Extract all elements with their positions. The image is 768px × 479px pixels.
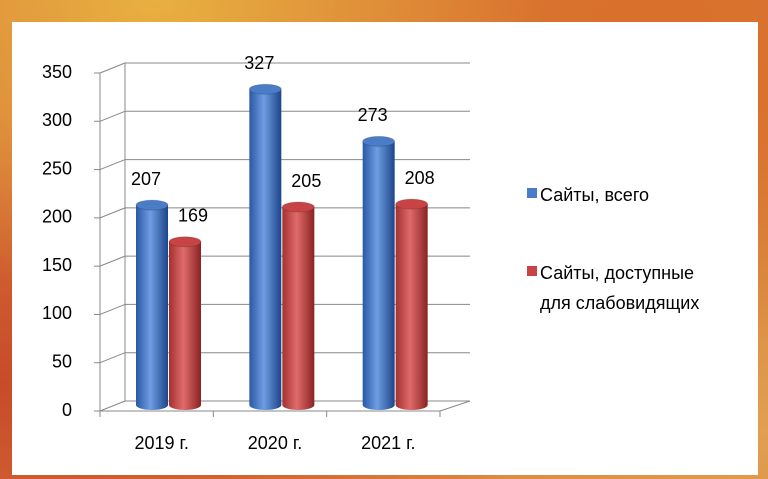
bar — [136, 205, 168, 410]
bar — [362, 141, 395, 411]
x-tick-label: 2020 г. — [248, 433, 302, 453]
x-tick-label: 2021 г. — [361, 433, 415, 453]
value-label: 327 — [244, 53, 274, 73]
value-label: 207 — [131, 169, 161, 189]
grid-line — [99, 352, 126, 364]
y-tick-label: 0 — [62, 400, 72, 420]
value-label: 169 — [178, 206, 208, 226]
bar-top — [168, 236, 202, 248]
bar-top — [248, 83, 282, 95]
x-tick-label: 2019 г. — [134, 433, 188, 453]
bar — [282, 207, 315, 410]
grid-line — [99, 207, 126, 219]
grid-line — [99, 62, 126, 74]
legend-label: Сайты, всего — [540, 185, 650, 205]
bar-top — [281, 201, 315, 213]
grid-line — [99, 400, 126, 412]
y-tick-label: 50 — [52, 351, 72, 371]
y-tick-label: 350 — [42, 62, 72, 82]
value-label: 208 — [405, 168, 435, 188]
y-tick-label: 300 — [42, 110, 72, 130]
y-tick-label: 200 — [42, 207, 72, 227]
y-tick-label: 250 — [42, 158, 72, 178]
floor-edge — [439, 400, 471, 412]
legend-label: Сайты, доступные для слабовидящих — [540, 263, 700, 313]
value-label: 273 — [358, 105, 388, 125]
bar-top — [135, 199, 169, 211]
legend-swatch — [527, 188, 537, 198]
legend-swatch — [527, 266, 537, 276]
grid-line — [99, 255, 126, 267]
bar — [395, 204, 428, 410]
value-label: 205 — [291, 171, 321, 191]
bar — [169, 241, 201, 410]
bar-top — [395, 198, 429, 210]
bar — [249, 89, 282, 410]
y-tick-label: 100 — [42, 303, 72, 323]
grid-line — [99, 159, 126, 171]
grid-line — [99, 303, 126, 315]
bar-top — [362, 135, 396, 147]
y-tick-label: 150 — [42, 255, 72, 275]
grid-line — [99, 110, 126, 122]
